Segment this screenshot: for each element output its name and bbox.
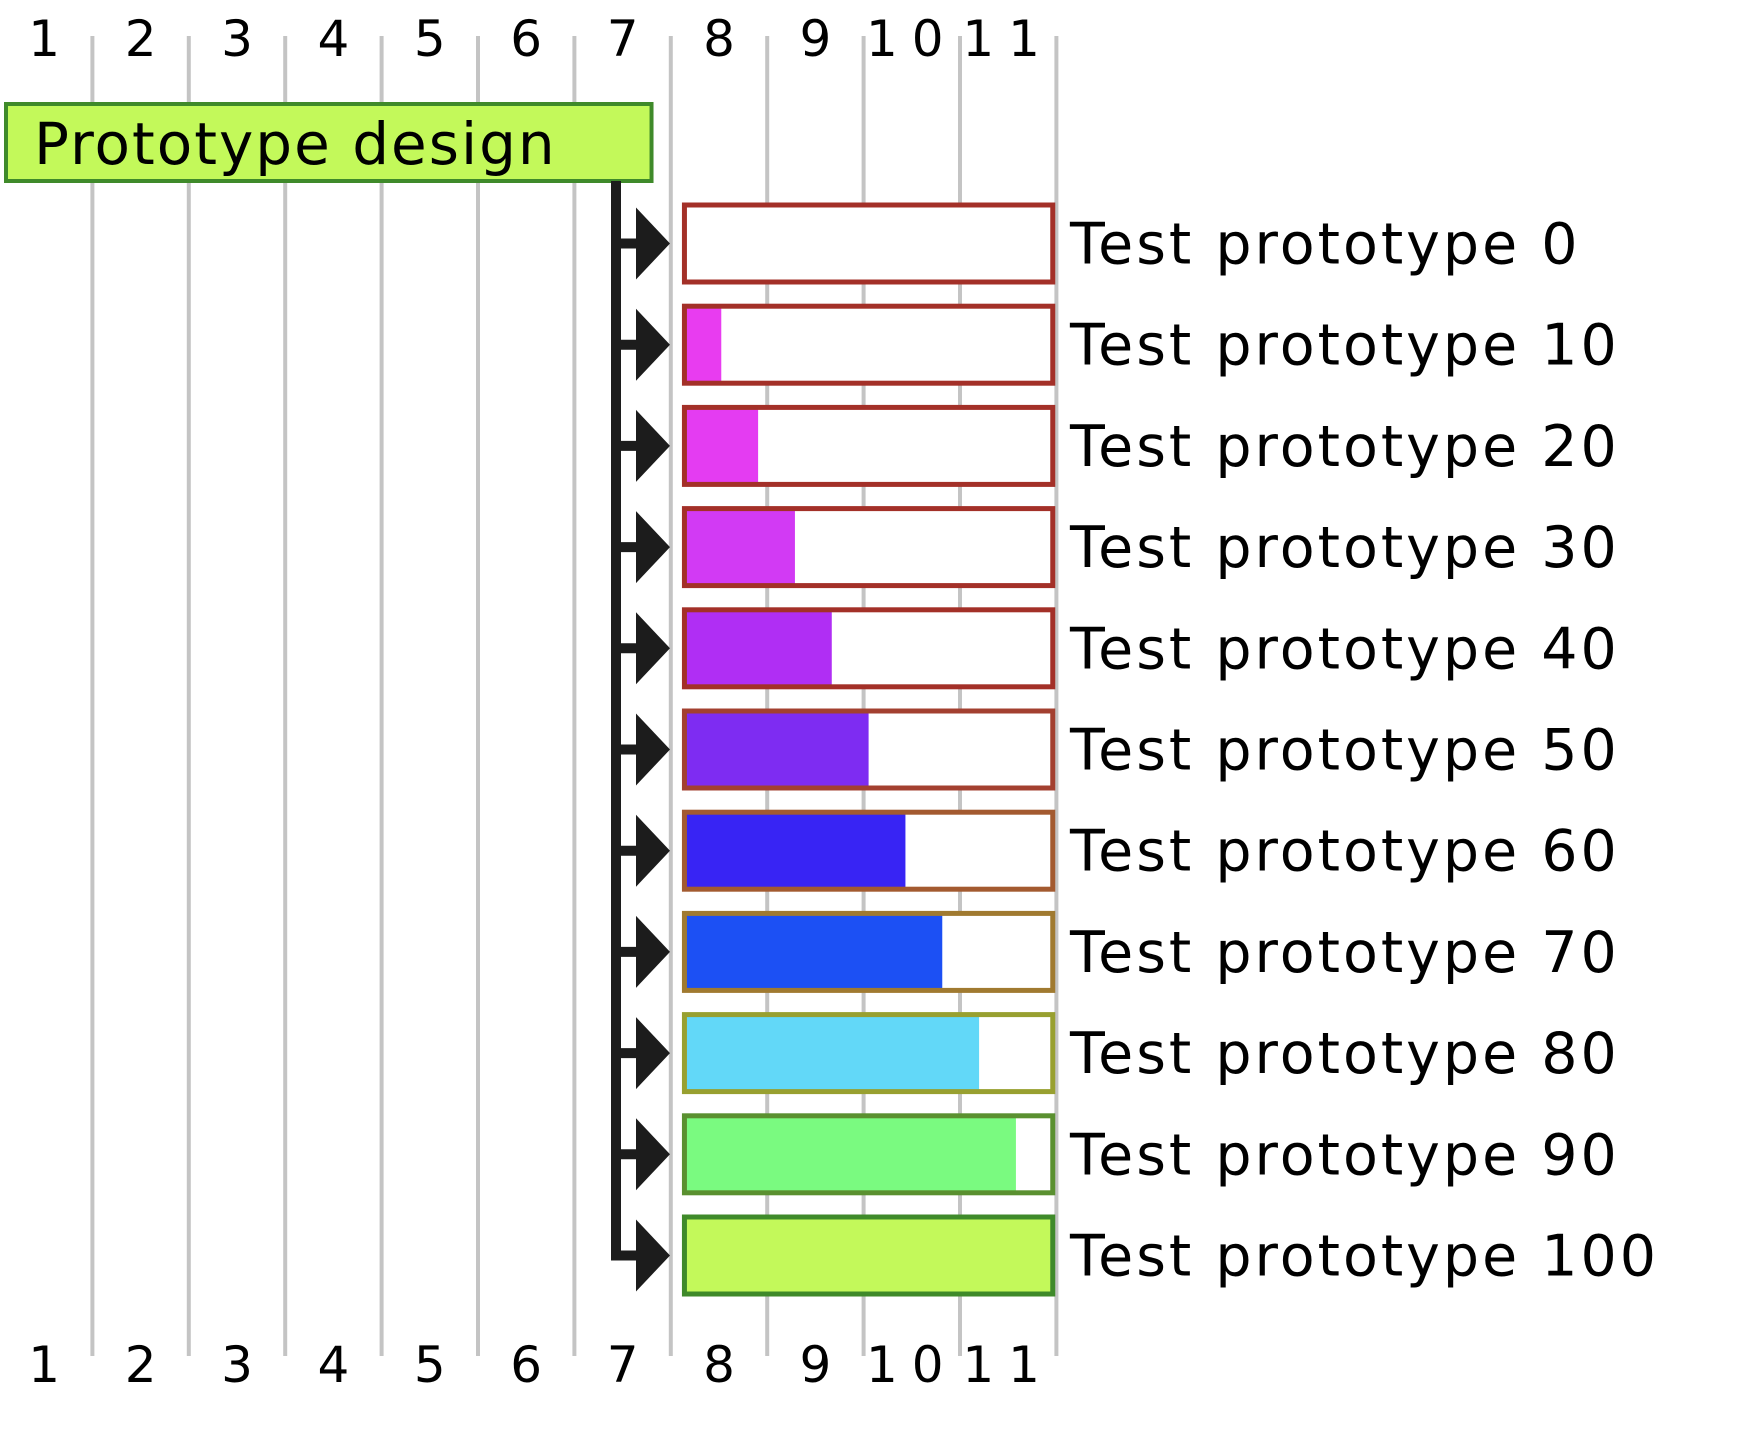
- task-label: Test prototype 100: [1069, 1224, 1659, 1290]
- task-progress-fill: [684, 609, 832, 687]
- task-progress-fill: [684, 1217, 1053, 1294]
- x-tick-label: 10: [866, 10, 958, 68]
- parent-task-label: Prototype design: [34, 110, 557, 178]
- x-tick-label: 5: [414, 10, 446, 68]
- x-tick-label: 8: [703, 10, 735, 68]
- x-tick-label: 4: [317, 10, 349, 68]
- task-label: Test prototype 90: [1069, 1122, 1620, 1188]
- task-bar-border: [681, 303, 1056, 386]
- task-progress-fill: [684, 711, 869, 788]
- task-bar-border: [681, 1214, 1056, 1297]
- task-row: Test prototype 100: [681, 1214, 1659, 1297]
- task-bar-border: [681, 1012, 1056, 1095]
- task-bar-background: [684, 205, 1053, 282]
- task-row: Test prototype 60: [681, 809, 1620, 892]
- task-row: Test prototype 70: [681, 910, 1620, 993]
- x-tick-label: 2: [125, 1336, 157, 1394]
- task-progress-fill: [684, 508, 795, 586]
- task-bar-border: [681, 404, 1056, 487]
- task-bar-border: [681, 607, 1056, 690]
- arrow-head-icon: [636, 713, 670, 786]
- task-bar-border: [681, 708, 1056, 791]
- x-tick-label: 9: [799, 10, 831, 68]
- task-row: Test prototype 20: [681, 404, 1620, 487]
- task-bar-border: [681, 809, 1056, 892]
- dependency-arrows: [611, 181, 670, 1292]
- x-tick-label: 5: [414, 1336, 446, 1394]
- x-tick-label: 7: [607, 1336, 639, 1394]
- task-progress-fill: [684, 306, 722, 384]
- task-progress-fill: [684, 812, 906, 890]
- arrow-head-icon: [636, 1118, 670, 1191]
- task-row: Test prototype 10: [681, 303, 1620, 386]
- parent-task-bar: [4, 102, 654, 183]
- task-row: Test prototype 50: [681, 708, 1620, 791]
- task-row: Test prototype 80: [681, 1012, 1620, 1095]
- arrow-head-icon: [636, 207, 670, 280]
- x-tick-label: 10: [866, 1336, 958, 1394]
- task-label: Test prototype 50: [1069, 718, 1620, 784]
- task-bar-border: [681, 1113, 1056, 1196]
- task-bar-border: [681, 202, 1056, 285]
- x-tick-label: 1: [28, 10, 60, 68]
- task-row: Test prototype 30: [681, 506, 1620, 589]
- x-tick-label: 8: [703, 1336, 735, 1394]
- x-tick-label: 6: [510, 1336, 542, 1394]
- task-progress-fill: [684, 913, 943, 991]
- task-bar-border: [681, 910, 1056, 993]
- arrow-head-icon: [636, 915, 670, 988]
- task-label: Test prototype 40: [1069, 616, 1620, 682]
- task-progress-fill: [684, 1014, 980, 1092]
- task-bar-background: [684, 306, 1053, 384]
- arrow-head-icon: [636, 612, 670, 685]
- arrow-head-icon: [636, 814, 670, 887]
- task-label: Test prototype 80: [1069, 1021, 1620, 1087]
- x-tick-label: 9: [799, 1336, 831, 1394]
- task-label: Test prototype 0: [1069, 212, 1581, 278]
- task-label: Test prototype 70: [1069, 920, 1620, 986]
- x-tick-label: 11: [962, 10, 1054, 68]
- x-tick-label: 3: [221, 1336, 253, 1394]
- task-progress-fill: [684, 1115, 1016, 1193]
- arrow-head-icon: [636, 511, 670, 584]
- x-tick-label: 1: [28, 1336, 60, 1394]
- tasks: Test prototype 0 Test prototype 10 Test pr…: [681, 202, 1659, 1297]
- task-label: Test prototype 20: [1069, 414, 1620, 480]
- parent-task: Prototype design: [4, 102, 654, 183]
- x-tick-label: 4: [317, 1336, 349, 1394]
- task-label: Test prototype 60: [1069, 819, 1620, 885]
- task-row: Test prototype 40: [681, 607, 1620, 690]
- task-row: Test prototype 90: [681, 1113, 1620, 1196]
- x-tick-label: 7: [607, 10, 639, 68]
- x-tick-label: 6: [510, 10, 542, 68]
- arrow-head-icon: [636, 409, 670, 482]
- task-bar-border: [681, 506, 1056, 589]
- arrow-head-icon: [636, 1219, 670, 1292]
- task-label: Test prototype 10: [1069, 313, 1620, 379]
- arrow-head-icon: [636, 308, 670, 381]
- x-tick-label: 2: [125, 10, 157, 68]
- x-tick-label: 3: [221, 10, 253, 68]
- task-label: Test prototype 30: [1069, 515, 1620, 581]
- task-progress-fill: [684, 407, 759, 485]
- arrow-head-icon: [636, 1017, 670, 1090]
- task-row: Test prototype 0: [681, 202, 1581, 285]
- x-tick-label: 11: [962, 1336, 1054, 1394]
